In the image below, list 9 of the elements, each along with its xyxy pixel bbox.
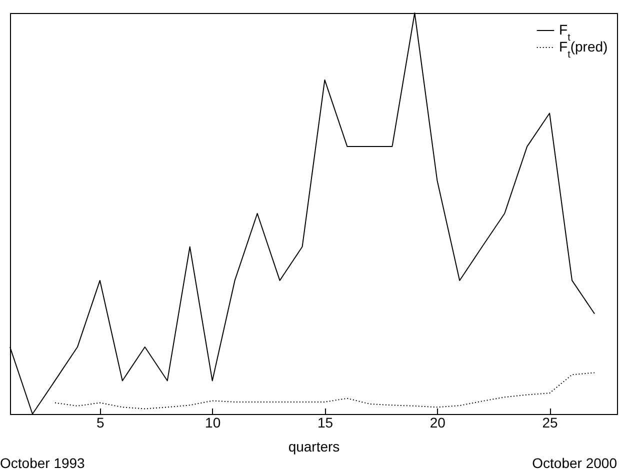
- x-tick-label: 10: [205, 414, 221, 430]
- x-tick-label: 20: [430, 414, 446, 430]
- x-tick-label: 15: [317, 414, 334, 430]
- x-axis-title: quarters: [288, 438, 340, 454]
- legend-label: F$_{t}$: [559, 22, 571, 43]
- text: October 2000: [532, 455, 618, 470]
- x-tick-label: 5: [96, 414, 105, 430]
- text: October 1993: [0, 455, 86, 470]
- x-tick-label: 25: [542, 414, 558, 430]
